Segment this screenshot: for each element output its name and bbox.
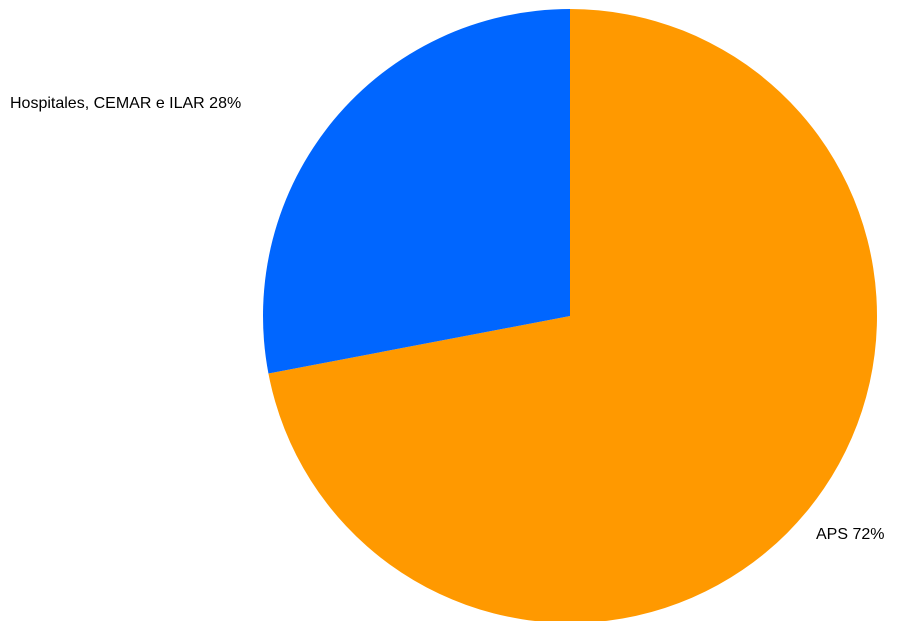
pie-slice-aps	[268, 9, 877, 621]
pie-slice-hospitales	[263, 9, 570, 374]
pie-label-aps: APS 72%	[816, 526, 884, 543]
pie-slices	[263, 9, 877, 621]
pie-labels: APS 72% Hospitales, CEMAR e ILAR 28%	[10, 95, 884, 543]
pie-label-hospitales: Hospitales, CEMAR e ILAR 28%	[10, 95, 241, 112]
